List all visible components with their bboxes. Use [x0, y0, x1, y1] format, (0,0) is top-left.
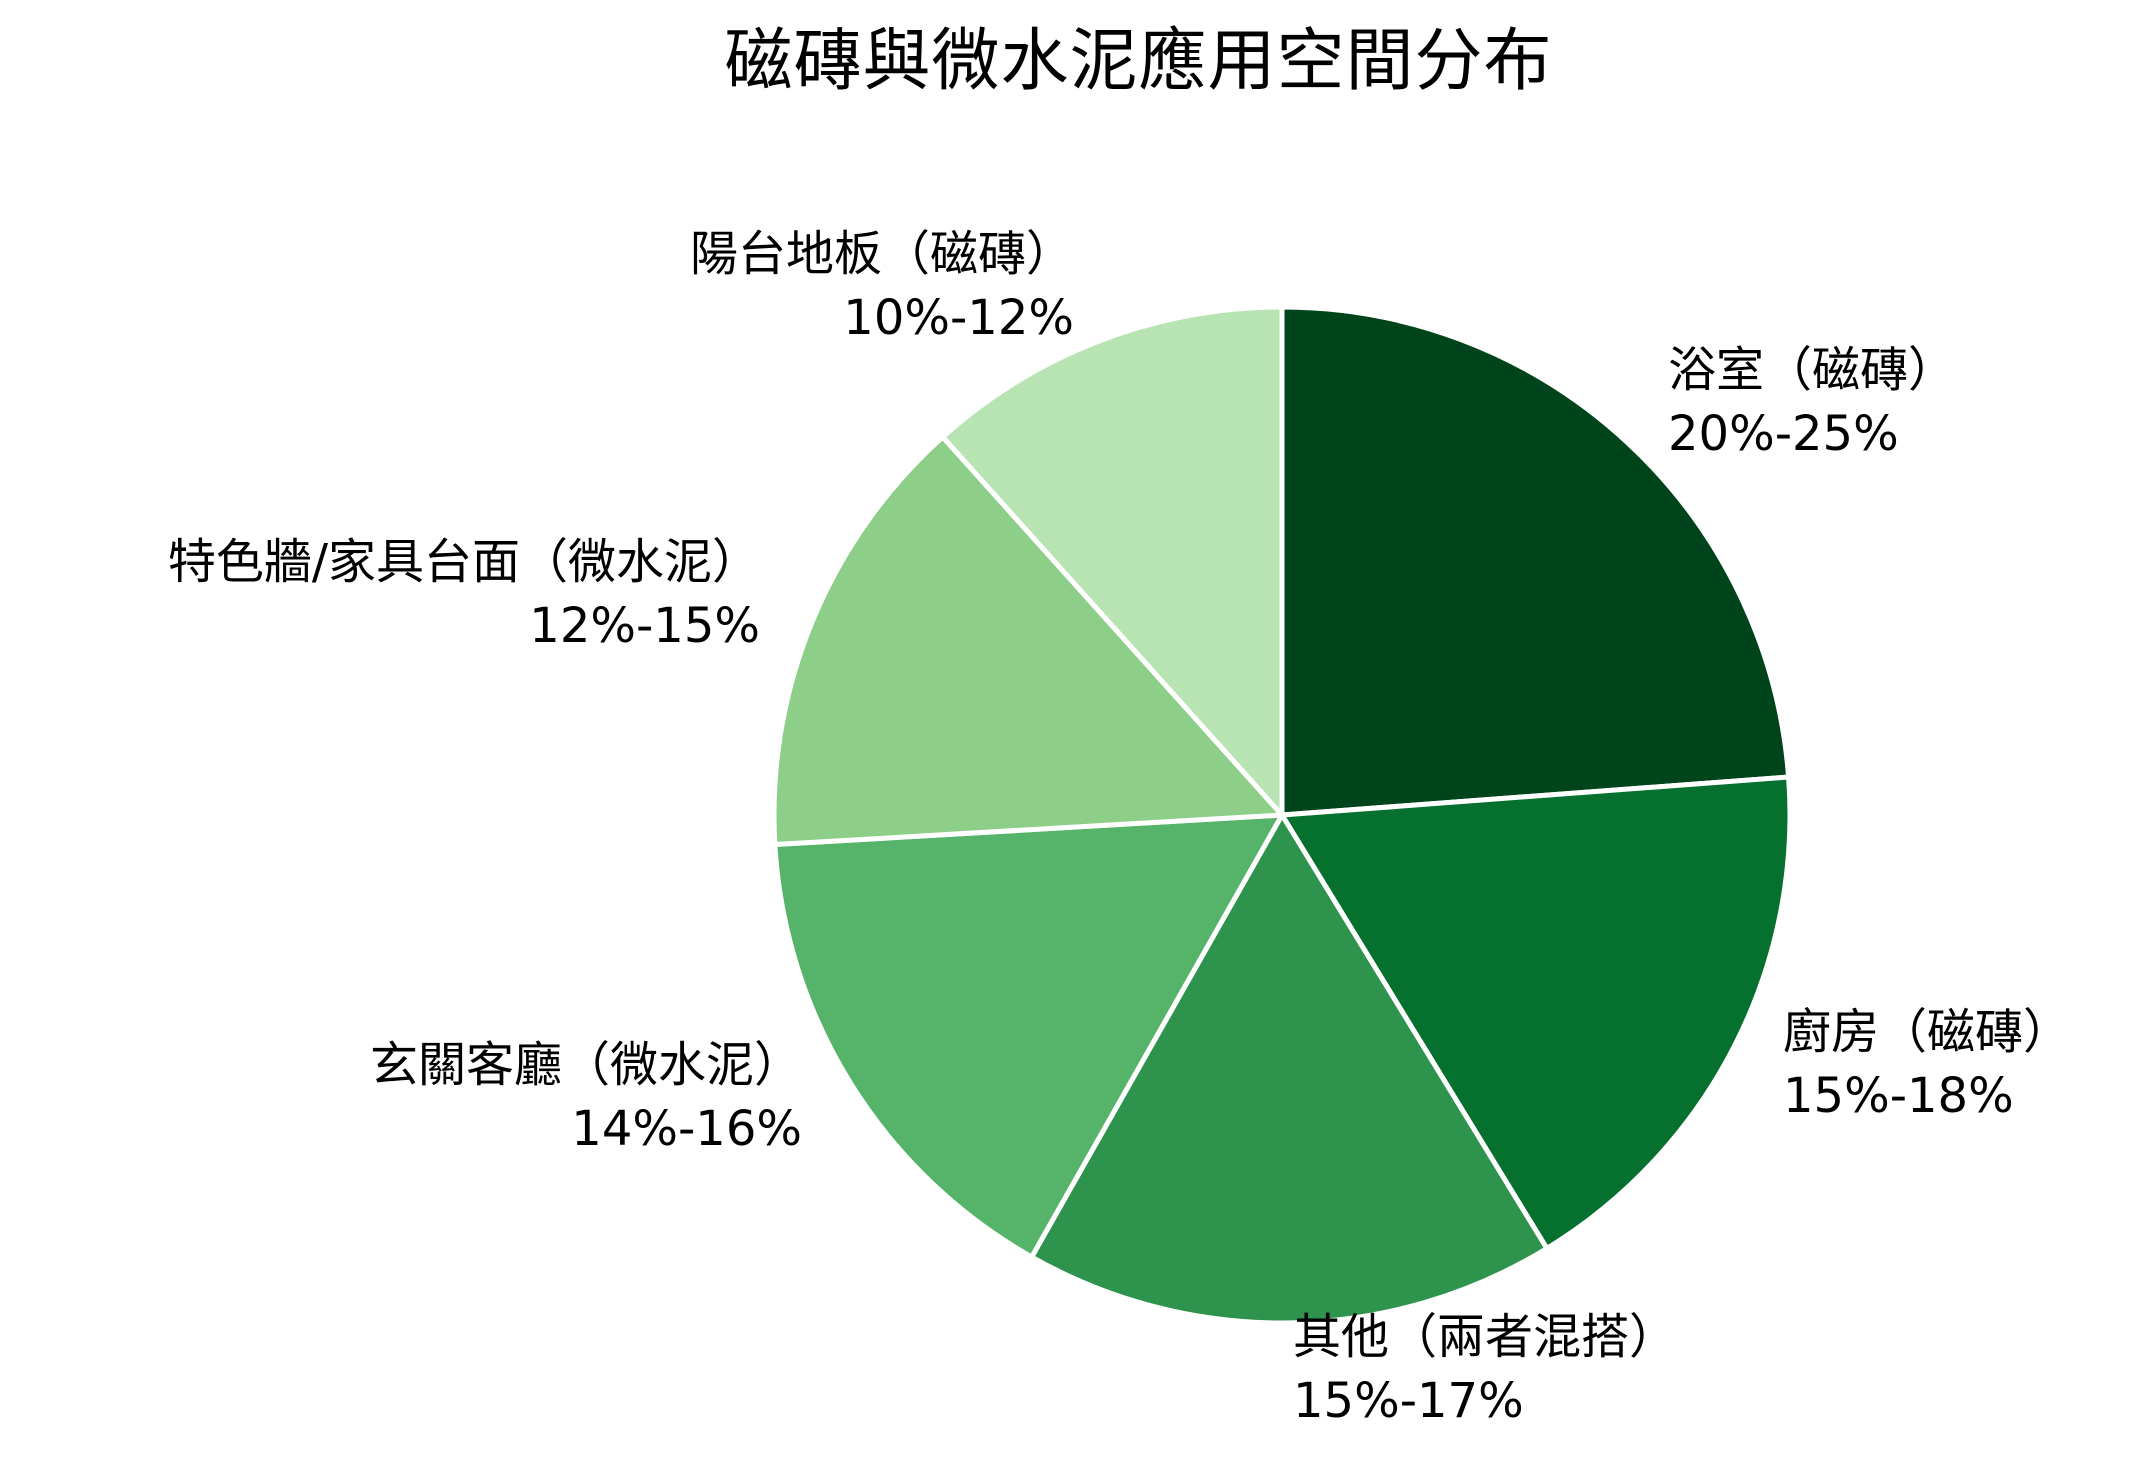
label-value: 12%-15% — [529, 598, 760, 654]
label-bathroom: 浴室（磁磚） 20%-25% — [1668, 338, 1956, 466]
pie-slices — [771, 304, 1793, 1326]
label-entry-living: 玄關客廳（微水泥） 14%-16% — [370, 1033, 802, 1161]
label-name: 玄關客廳（微水泥） — [369, 1037, 802, 1093]
label-value: 10%-12% — [843, 290, 1074, 346]
label-name: 浴室（磁磚） — [1668, 342, 1957, 398]
label-balcony: 陽台地板（磁磚） 10%-12% — [690, 222, 1074, 350]
label-name: 陽台地板（磁磚） — [689, 226, 1074, 282]
label-value: 20%-25% — [1668, 406, 1899, 462]
label-kitchen: 廚房（磁磚） 15%-18% — [1783, 1000, 2071, 1128]
pie-slice-bathroom — [1279, 304, 1792, 818]
label-name: 其他（兩者混搭） — [1293, 1309, 1678, 1365]
label-feature-wall: 特色牆/家具台面（微水泥） 12%-15% — [168, 530, 760, 658]
pie-slice-balcony — [940, 304, 1285, 818]
chart-title: 磁磚與微水泥應用空間分布 — [724, 22, 1553, 101]
label-value: 14%-16% — [571, 1101, 802, 1157]
pie-slice-kitchen — [1279, 774, 1793, 1251]
pie-slice-other — [1029, 812, 1550, 1326]
label-name: 特色牆/家具台面（微水泥） — [167, 534, 760, 590]
label-other: 其他（兩者混搭） 15%-17% — [1293, 1305, 1677, 1433]
label-value: 15%-18% — [1783, 1068, 2014, 1124]
pie-slice-entry-living — [772, 812, 1285, 1260]
label-value: 15%-17% — [1293, 1373, 1524, 1429]
label-name: 廚房（磁磚） — [1783, 1004, 2072, 1060]
pie-slice-feature-wall — [771, 434, 1285, 848]
